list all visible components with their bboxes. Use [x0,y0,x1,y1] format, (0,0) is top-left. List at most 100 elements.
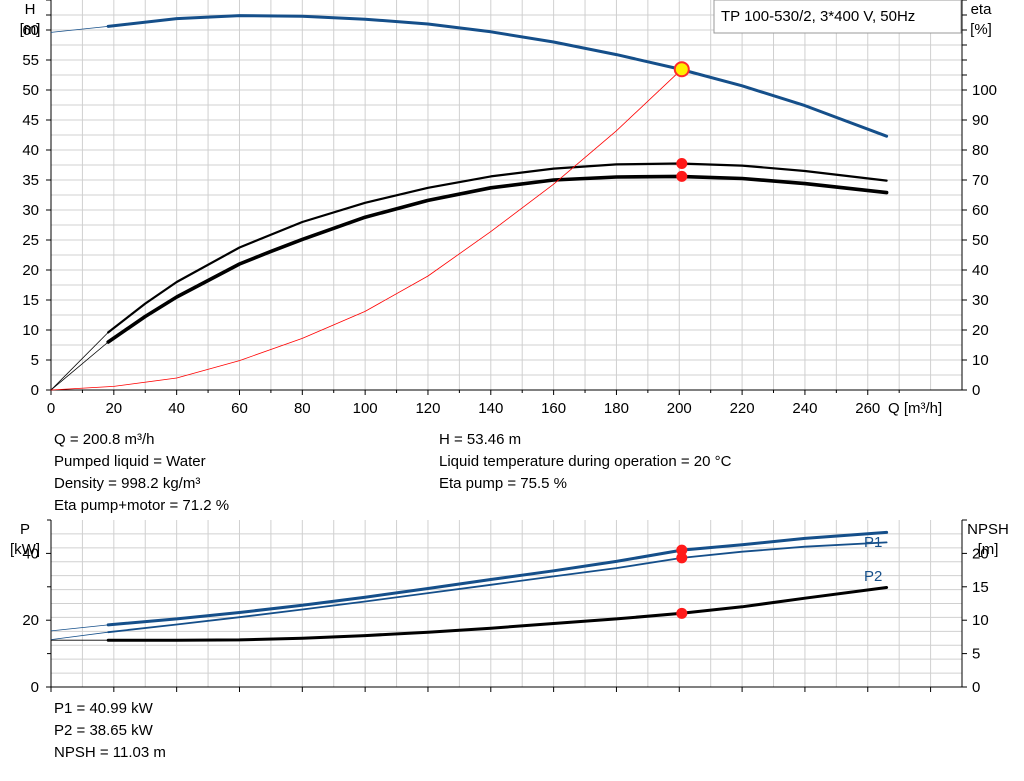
title-box [713,0,962,34]
x-tick-label: 140 [478,400,503,417]
y-tick-label: 35 [22,172,39,189]
y2-tick-label: 20 [972,322,989,339]
y-tick-label: 60 [22,22,39,39]
info-density: Density = 998.2 kg/m³ [54,475,201,492]
y2-tick-label: 50 [972,232,989,249]
y2-axis-label-unit: [%] [970,21,992,38]
bottom-y-tick-label: 0 [31,679,39,696]
y2-axis-label-name: eta [971,1,993,18]
info-p2: P2 = 38.65 kW [54,722,153,739]
duty-point-marker [673,61,690,78]
series-0-line [106,14,889,138]
bottom-y2-tick-label: 15 [972,579,989,596]
info-eta-pump-motor: Eta pump+motor = 71.2 % [54,497,230,514]
operating-point-marker [676,170,688,182]
x-tick-label: 100 [353,400,378,417]
operating-point-marker [676,158,688,169]
bottom-series-1-line [107,541,888,634]
info-temperature: Liquid temperature during operation = 20… [439,453,732,470]
bottom-operating-point-marker [676,544,688,556]
x-tick-label: 160 [541,400,566,417]
top-series [50,14,889,391]
bottom-markers [676,544,688,619]
bottom-series [50,530,889,642]
bottom-y-tick-label: 20 [22,612,39,629]
bottom-axes [46,519,967,692]
bottom-y2-axis-label-name: NPSH [967,521,1009,538]
y-tick-label: 50 [22,82,39,99]
bottom-y2-tick-label: 20 [972,545,989,562]
bottom-operating-point-marker [676,552,688,564]
y-tick-label: 40 [22,142,39,159]
info-h: H = 53.46 m [439,431,522,448]
series-1-line [107,162,888,334]
bottom-y-tick-label: 40 [22,545,39,562]
y-tick-label: 20 [22,262,39,279]
bottom-y2-tick-label: 5 [972,646,980,663]
y2-tick-label: 100 [972,82,997,99]
info-liquid: Pumped liquid = Water [54,453,206,470]
y-tick-label: 25 [22,232,39,249]
bottom-series-0-line [106,530,889,627]
y2-tick-label: 30 [972,292,989,309]
y-axis-label-unit: [m] [20,21,41,38]
y-tick-label: 15 [22,292,39,309]
x-tick-label: 20 [105,400,122,417]
y-axis-label-name: H [25,1,36,18]
y2-tick-label: 70 [972,172,989,189]
series-label-p2: P2 [864,568,882,585]
chart-title: TP 100-530/2, 3*400 V, 50Hz [721,8,915,25]
y-tick-label: 10 [22,322,39,339]
y-tick-label: 5 [31,352,39,369]
bottom-series-0-lead-in [50,624,109,632]
y-tick-label: 45 [22,112,39,129]
top-labels: 0 20 40 60 80 100 120 140 160 180 200 220 240 260 Q [m… [20,0,997,417]
x-tick-label: 60 [231,400,248,417]
y2-tick-label: 60 [972,202,989,219]
top-axes [46,0,967,395]
x-tick-label: 240 [792,400,817,417]
x-axis-label: Q [m³/h] [888,400,942,417]
bottom-series-1-lead-in [50,631,109,640]
bottom-labels: 0 20 40 P [kW] 0 5 10 15 20 NPSH [m] P1 P2 [10,521,1009,696]
x-tick-label: 0 [47,400,55,417]
bottom-y2-tick-label: 0 [972,679,980,696]
y2-tick-label: 40 [972,262,989,279]
info-eta-pump: Eta pump = 75.5 % [439,475,567,492]
y-tick-label: 0 [31,382,39,399]
x-tick-label: 260 [855,400,880,417]
y-tick-label: 30 [22,202,39,219]
bottom-grid [51,520,962,687]
info-top-right: H = 53.46 m Liquid temperature during op… [439,429,731,495]
y2-tick-label: 90 [972,112,989,129]
series-label-p1: P1 [864,534,882,551]
x-tick-label: 120 [415,400,440,417]
bottom-operating-point-marker [676,607,688,619]
series-2-line [106,174,889,344]
info-bottom: P1 = 40.99 kW P2 = 38.65 kW NPSH = 11.03… [54,698,166,764]
bottom-y-axis-label-unit: [kW] [10,541,40,558]
info-p1: P1 = 40.99 kW [54,700,153,717]
x-tick-label: 200 [667,400,692,417]
y2-tick-label: 0 [972,382,980,399]
series-2-lead-in [50,341,109,391]
bottom-y2-axis-label-unit: [m] [978,541,999,558]
x-tick-label: 180 [604,400,629,417]
x-tick-label: 40 [168,400,185,417]
info-q: Q = 200.8 m³/h [54,431,155,448]
series-0-lead-in [50,26,109,33]
top-markers [673,61,690,182]
info-npsh: NPSH = 11.03 m [54,744,166,761]
y2-tick-label: 80 [972,142,989,159]
bottom-series-2-line [106,586,889,642]
series-3-line [50,68,683,391]
x-tick-label: 80 [294,400,311,417]
y2-tick-label: 10 [972,352,989,369]
y-tick-label: 55 [22,52,39,69]
bottom-y-axis-label-name: P [20,521,30,538]
x-tick-label: 220 [730,400,755,417]
top-grid [51,0,962,390]
bottom-y2-tick-label: 10 [972,612,989,629]
info-top-left: Q = 200.8 m³/h Pumped liquid = Water Den… [54,429,229,517]
